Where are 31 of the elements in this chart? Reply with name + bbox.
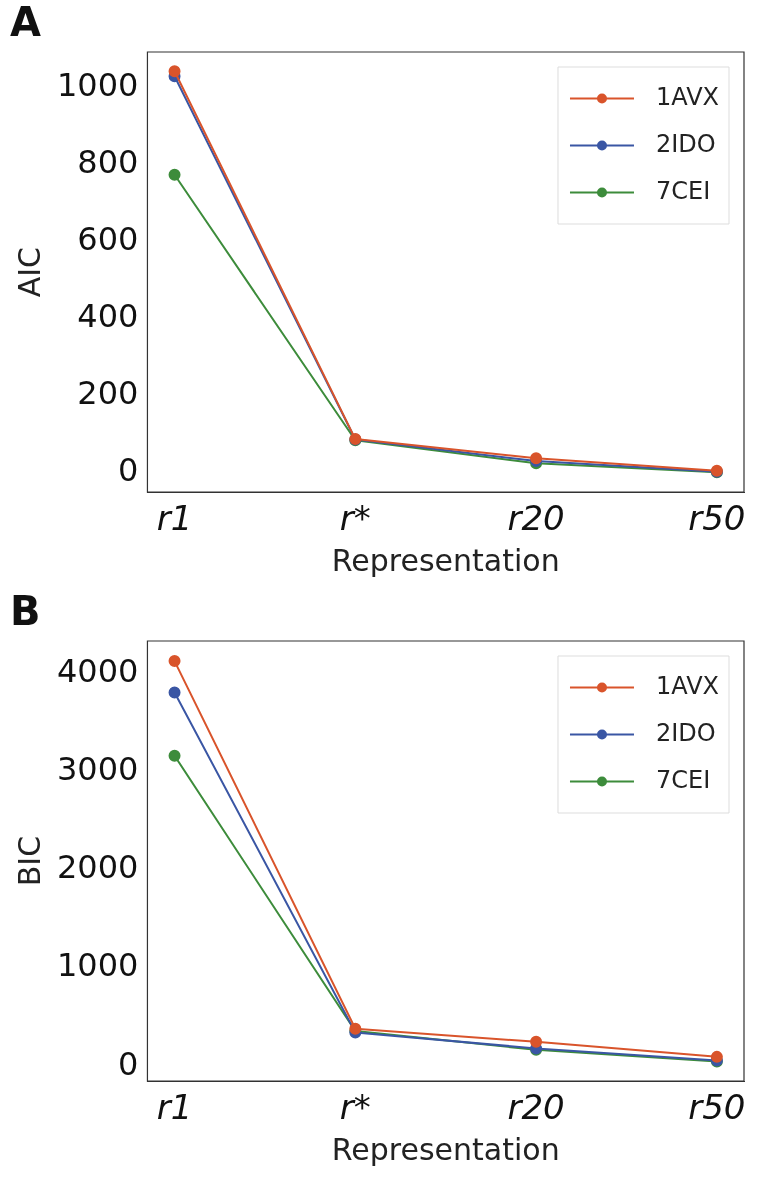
y-tick-label: 1000 (57, 946, 139, 985)
x-tick-label: r20 (507, 498, 565, 539)
y-tick-label: 400 (77, 297, 139, 336)
y-tick-label: 3000 (57, 750, 139, 789)
y-axis-title: BIC (11, 835, 47, 887)
legend-label: 1AVX (655, 82, 719, 111)
x-tick-label: r1 (156, 1087, 193, 1128)
legend-label: 1AVX (655, 671, 719, 700)
y-tick-label: 2000 (57, 848, 139, 887)
y-tick-label: 800 (77, 143, 139, 182)
x-tick-label: r1 (156, 498, 193, 539)
chart-title: B (10, 588, 41, 635)
y-tick-label: 0 (118, 451, 139, 490)
legend-label: 2IDO (655, 718, 716, 747)
x-axis-title: Representation (331, 1131, 560, 1167)
y-tick-label: 200 (77, 374, 139, 413)
x-tick-label: r20 (507, 1087, 565, 1128)
x-tick-label: r50 (688, 1087, 746, 1128)
y-axis-title: AIC (11, 246, 47, 298)
legend-label: 7CEI (655, 765, 711, 794)
y-tick-label: 4000 (57, 652, 139, 691)
x-tick-label: r* (339, 1087, 371, 1128)
y-tick-label: 1000 (57, 66, 139, 105)
chart-title: A (10, 0, 41, 46)
legend-label: 7CEI (655, 176, 711, 205)
x-axis-title: Representation (331, 542, 560, 578)
legend-label: 2IDO (655, 129, 716, 158)
y-tick-label: 0 (118, 1044, 139, 1083)
x-tick-label: r* (339, 498, 371, 539)
x-tick-label: r50 (688, 498, 746, 539)
y-tick-label: 600 (77, 220, 139, 259)
